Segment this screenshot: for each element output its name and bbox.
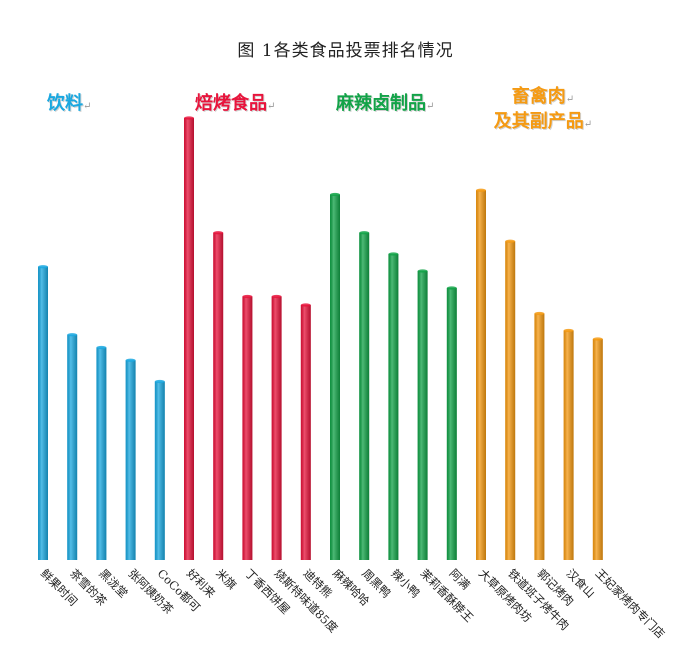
bar-shading bbox=[67, 334, 78, 560]
bar-shading bbox=[271, 296, 282, 560]
group-label-beverage: 饮料↵ bbox=[47, 93, 92, 114]
bar-shading bbox=[184, 118, 194, 560]
bar-shading bbox=[125, 360, 136, 560]
bar-cap bbox=[213, 231, 224, 235]
bar-shading bbox=[359, 232, 370, 560]
bar-cap bbox=[67, 333, 78, 337]
bar-cap bbox=[534, 311, 545, 316]
category-label: 王妃家烤肉专门店 bbox=[593, 566, 668, 641]
bar-cap bbox=[592, 337, 603, 341]
bar-cap bbox=[446, 286, 457, 290]
group-label-meat: 畜禽肉↵ 及其副产品↵ bbox=[493, 86, 593, 132]
bar-shading bbox=[417, 271, 428, 560]
bar-cap bbox=[330, 192, 340, 197]
bar-cap bbox=[184, 116, 194, 120]
group-label-spicy: 麻辣卤制品↵ bbox=[336, 93, 435, 114]
group-label-text: 麻辣卤制品 bbox=[336, 93, 426, 114]
bar-cap bbox=[388, 252, 399, 256]
bar-shading bbox=[38, 266, 48, 560]
group-label-line: 畜禽肉 bbox=[511, 86, 566, 107]
bar-shading bbox=[388, 254, 399, 560]
bar-cap bbox=[154, 379, 165, 384]
bar-cap bbox=[300, 303, 311, 307]
bar-cap bbox=[271, 294, 282, 299]
bar-shading bbox=[592, 339, 603, 560]
bar-cap bbox=[125, 358, 136, 362]
bar-shading bbox=[446, 288, 457, 560]
bar-shading bbox=[154, 381, 165, 560]
group-label-text: 饮料 bbox=[47, 93, 83, 114]
bar-cap bbox=[563, 328, 574, 333]
group-label-bakery: 焙烤食品↵ bbox=[195, 93, 276, 114]
bars-layer bbox=[38, 116, 603, 560]
bar-shading bbox=[476, 190, 486, 560]
bar-shading bbox=[213, 232, 224, 560]
bar-cap bbox=[242, 294, 253, 299]
bar-shading bbox=[505, 241, 516, 560]
bar-cap bbox=[505, 239, 516, 243]
bar-cap bbox=[96, 345, 107, 350]
group-label-line: 及其副产品 bbox=[493, 111, 584, 132]
bar-cap bbox=[38, 265, 48, 269]
bar-shading bbox=[563, 330, 574, 560]
bar-shading bbox=[300, 305, 311, 560]
bar-shading bbox=[330, 194, 340, 560]
chart-title: 图 1各类食品投票排名情况 bbox=[237, 41, 454, 61]
category-label: 辣小鸭 bbox=[388, 566, 422, 600]
bar-shading bbox=[534, 313, 545, 560]
bar-cap bbox=[476, 188, 486, 192]
bar-shading bbox=[242, 296, 253, 560]
group-label-text: 焙烤食品 bbox=[195, 93, 267, 114]
bar-cap bbox=[359, 231, 370, 235]
bar-cap bbox=[417, 269, 428, 273]
bar-shading bbox=[96, 347, 107, 560]
